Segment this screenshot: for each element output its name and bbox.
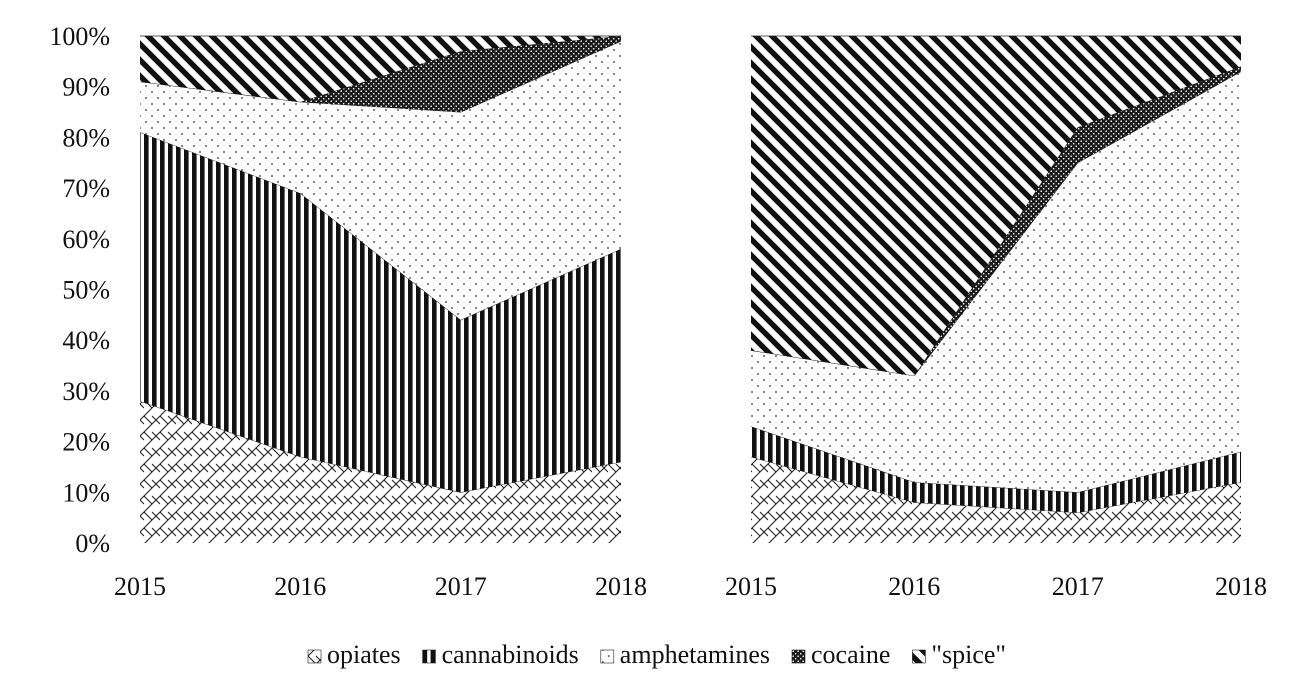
area-spice: [140, 36, 621, 102]
x-tick-label: 2015: [114, 572, 166, 601]
right-panel: 2015 2016 2017 2018: [725, 35, 1267, 601]
area-cocaine: [140, 36, 621, 113]
x-tick-label: 2016: [274, 572, 326, 601]
legend-swatch-cannabinoids: [422, 649, 436, 664]
legend-item-opiates: opiates: [307, 640, 401, 669]
legend-item-cocaine: cocaine: [791, 640, 890, 669]
legend-item-amphetamines: amphetamines: [600, 640, 770, 669]
x-tick-label: 2017: [1052, 572, 1104, 601]
area-spice: [751, 36, 1241, 376]
legend-label-spice: "spice": [931, 640, 1006, 669]
legend-swatch-cocaine: [791, 649, 806, 664]
legend: opiates cannabinoids amphetamines cocaine "s…: [307, 640, 1006, 669]
y-tick-label: 40%: [62, 326, 110, 355]
area-opiates: [751, 456, 1241, 543]
legend-label-amphetamines: amphetamines: [620, 640, 770, 669]
x-tick-label: 2015: [725, 572, 777, 601]
area-amphetamines: [751, 71, 1241, 493]
legend-label-opiates: opiates: [327, 640, 401, 669]
y-tick-label: 30%: [62, 377, 110, 406]
y-tick-label: 90%: [62, 73, 110, 102]
x-tick-label: 2018: [1215, 572, 1267, 601]
legend-label-cocaine: cocaine: [811, 640, 890, 669]
area-opiates: [140, 401, 621, 543]
x-tick-label: 2018: [595, 572, 647, 601]
area-cannabinoids: [751, 426, 1241, 513]
y-tick-label: 100%: [49, 22, 110, 51]
y-tick-label: 10%: [62, 478, 110, 507]
legend-label-cannabinoids: cannabinoids: [442, 640, 579, 669]
area-amphetamines: [140, 41, 621, 320]
area-cocaine: [751, 66, 1241, 376]
y-tick-label: 70%: [62, 174, 110, 203]
y-tick-label: 80%: [62, 123, 110, 152]
left-panel: 2015 2016 2017 2018 0% 10% 20% 30% 40% 50% 60% 70% 8…: [49, 22, 647, 601]
legend-item-spice: "spice": [912, 640, 1006, 669]
y-tick-label: 60%: [62, 225, 110, 254]
y-tick-label: 0%: [75, 529, 110, 558]
x-tick-label: 2017: [435, 572, 487, 601]
y-tick-label: 50%: [62, 276, 110, 305]
x-tick-label: 2016: [888, 572, 940, 601]
legend-swatch-spice: [912, 649, 926, 664]
y-tick-label: 20%: [62, 428, 110, 457]
legend-swatch-opiates: [307, 649, 322, 664]
legend-item-cannabinoids: cannabinoids: [422, 640, 579, 669]
area-cannabinoids: [140, 132, 621, 493]
legend-swatch-amphetamines: [600, 649, 615, 664]
